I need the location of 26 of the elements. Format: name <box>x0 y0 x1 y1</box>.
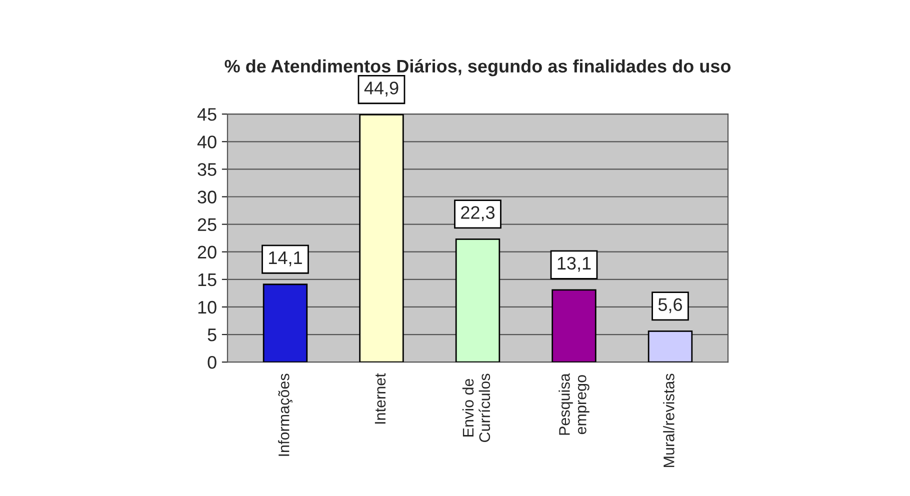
data-label: 5,6 <box>658 298 682 314</box>
chart-title: % de Atendimentos Diários, segundo as finalidades do uso <box>224 59 731 76</box>
y-tick-label: 45 <box>197 108 216 121</box>
data-label: 44,9 <box>364 82 398 97</box>
x-tick-label: Mural/revistas <box>663 374 674 468</box>
y-tick-label: 20 <box>198 246 216 259</box>
data-label: 22,3 <box>461 206 495 222</box>
bar <box>648 330 693 362</box>
bar <box>262 284 308 362</box>
y-tick-label: 5 <box>208 328 216 342</box>
y-tick-label: 25 <box>198 218 216 232</box>
y-tick-label: 10 <box>198 300 216 314</box>
data-label: 14,1 <box>269 252 302 266</box>
y-tick-label: 0 <box>208 356 216 369</box>
bar <box>552 289 596 362</box>
x-tick-label: Informações <box>278 374 292 456</box>
bar <box>455 238 500 362</box>
y-tick-label: 15 <box>198 274 216 286</box>
x-tick-label: Pesquisa emprego <box>558 373 590 435</box>
x-tick-label: Internet <box>374 373 386 424</box>
y-tick-label: 30 <box>198 190 216 204</box>
x-tick-label: Envio de Currículos <box>462 374 490 442</box>
data-label: 13,1 <box>558 256 591 272</box>
y-tick-label: 35 <box>198 163 216 176</box>
y-tick-label: 40 <box>197 136 216 148</box>
bar <box>359 114 404 362</box>
